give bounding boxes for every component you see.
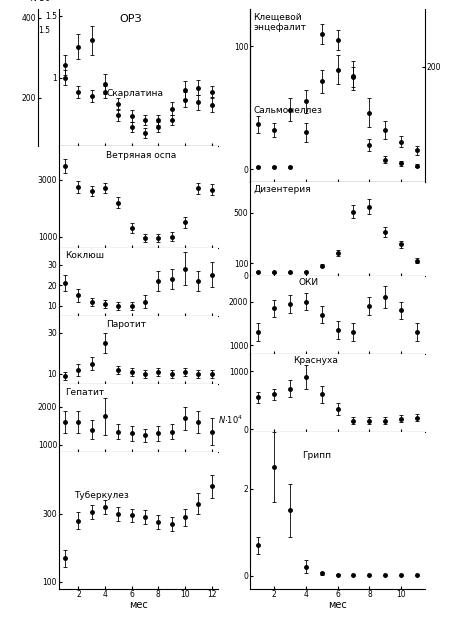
Text: ОРЗ: ОРЗ <box>119 13 142 23</box>
Text: Ветряная оспа: Ветряная оспа <box>106 151 177 160</box>
Text: Краснуха: Краснуха <box>293 356 338 365</box>
Text: $N{\cdot}10^4$: $N{\cdot}10^4$ <box>218 413 243 426</box>
X-axis label: мес: мес <box>328 601 347 610</box>
Text: ОКИ: ОКИ <box>299 278 319 287</box>
Text: Скарлатина: Скарлатина <box>106 89 163 97</box>
Text: Туберкулез: Туберкулез <box>74 491 129 499</box>
Text: Клещевой
энцефалит: Клещевой энцефалит <box>253 13 306 32</box>
Text: Грипп: Грипп <box>302 451 332 460</box>
X-axis label: мес: мес <box>129 601 148 610</box>
Text: 1.5: 1.5 <box>38 26 50 35</box>
Text: Дизентерия: Дизентерия <box>253 184 311 194</box>
Text: Коклюш: Коклюш <box>65 251 104 260</box>
Text: Сальмонеллез: Сальмонеллез <box>253 106 322 115</box>
Text: Гепатит: Гепатит <box>65 387 104 397</box>
Text: Паротит: Паротит <box>106 320 147 329</box>
Text: $N{\cdot}10^5$: $N{\cdot}10^5$ <box>30 0 54 4</box>
